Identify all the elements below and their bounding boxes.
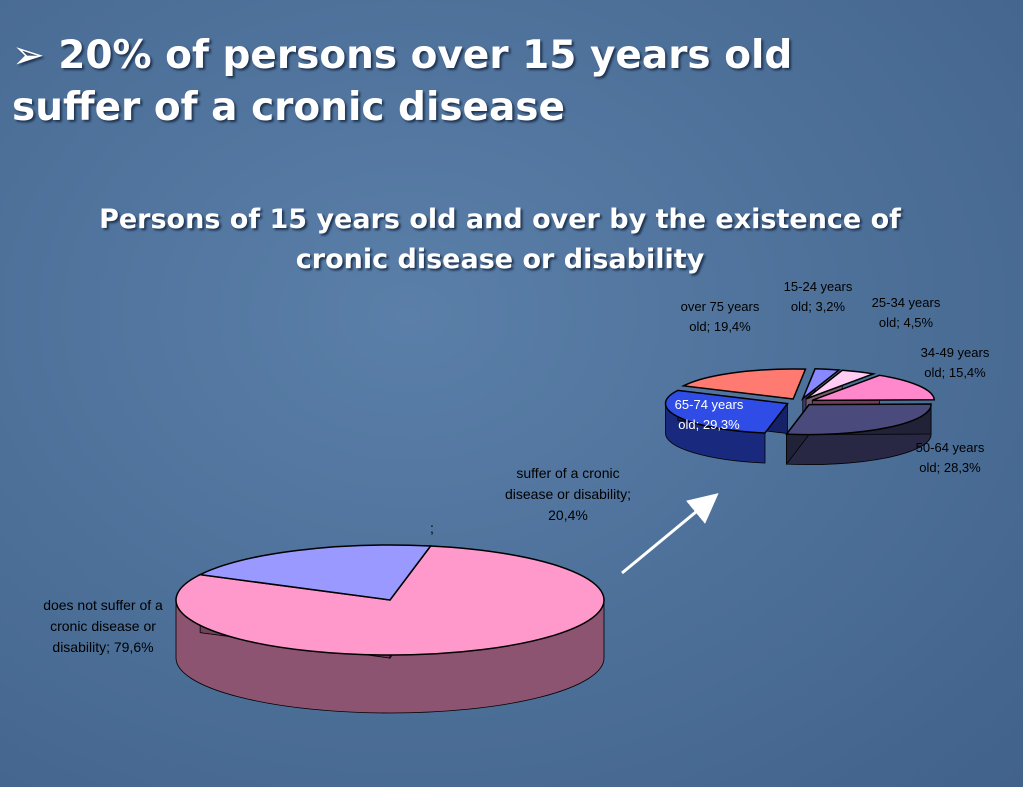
pie-slice: [664, 389, 789, 434]
data-label: 25-34 years old; 4,5%: [871, 295, 941, 330]
pie-slice: [812, 374, 936, 402]
data-label: over 75 years old; 19,4%: [680, 299, 760, 334]
pie-slice: [197, 544, 433, 601]
pie-slice: [785, 403, 932, 436]
pie-slice: [680, 368, 807, 400]
chart-title: Persons of 15 years old and over by the …: [99, 204, 901, 275]
pie-slice: [805, 369, 877, 400]
pie-slice: [801, 368, 842, 401]
data-label: does not suffer of a cronic disease or d…: [43, 597, 163, 655]
data-label: 34-49 years old; 15,4%: [920, 345, 990, 380]
data-label: suffer of a cronic disease or disability…: [504, 465, 632, 523]
data-label: ;: [430, 520, 434, 536]
data-label: 15-24 years old; 3,2%: [783, 279, 853, 314]
slide-heading: ➢ 20% of persons over 15 years old suffe…: [12, 33, 793, 130]
arrow: [621, 493, 719, 575]
data-label: 65-74 years old; 29,3%: [674, 397, 744, 432]
data-label: 50-64 years old; 28,3%: [915, 440, 985, 475]
